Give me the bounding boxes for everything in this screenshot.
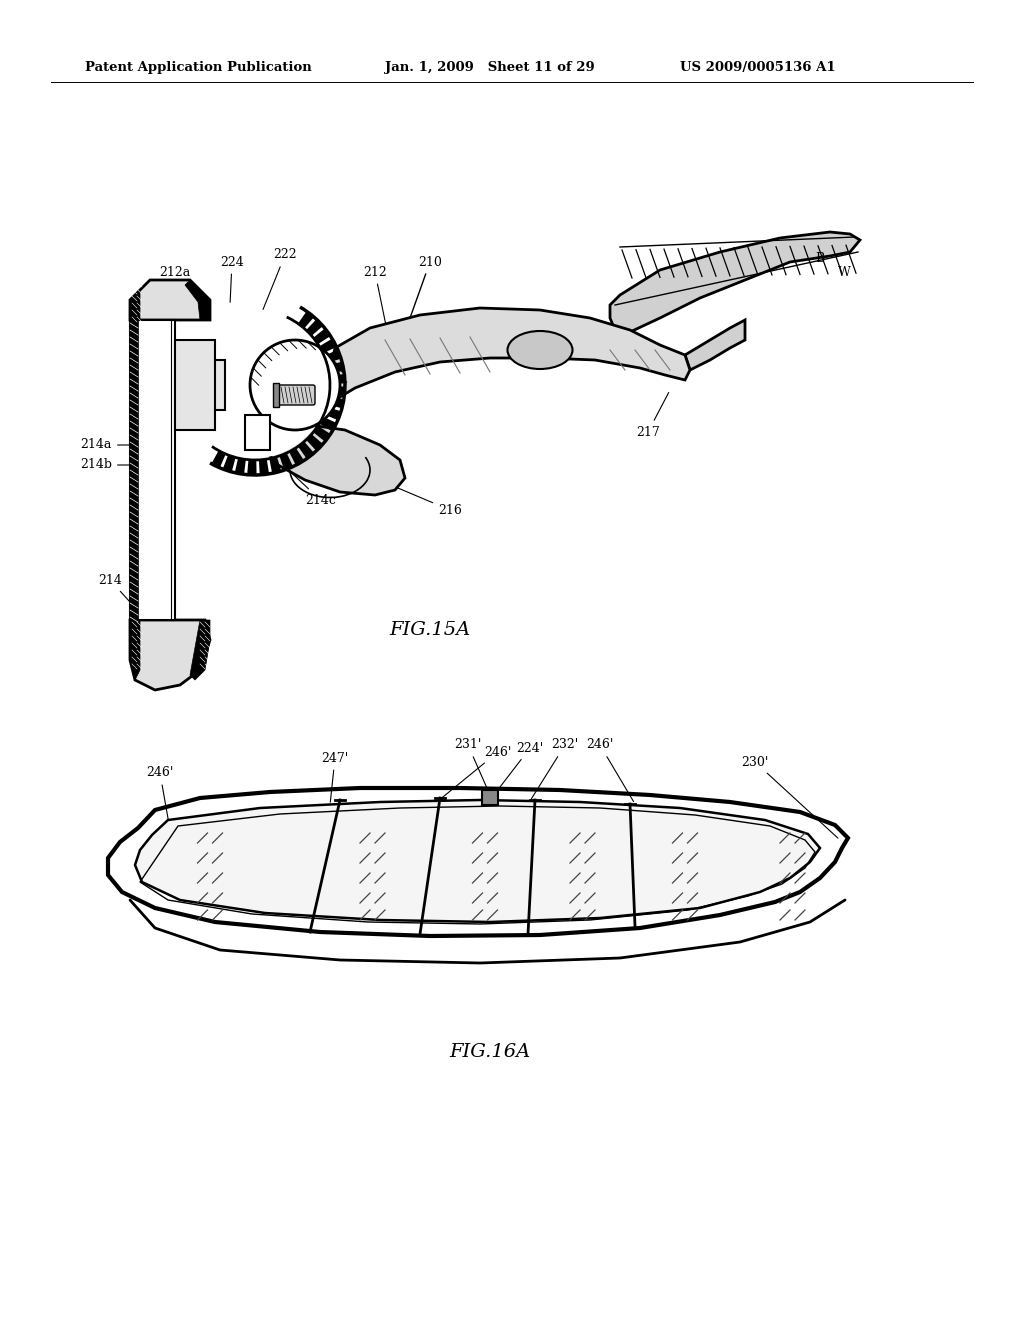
Text: 217: 217	[636, 392, 669, 438]
Text: FIG.15A: FIG.15A	[389, 620, 471, 639]
Polygon shape	[263, 425, 406, 495]
Polygon shape	[330, 374, 345, 384]
Ellipse shape	[508, 331, 572, 370]
Polygon shape	[130, 290, 140, 319]
Text: W: W	[838, 265, 851, 279]
Text: 246': 246'	[440, 746, 512, 799]
Polygon shape	[108, 788, 848, 936]
Polygon shape	[130, 280, 210, 319]
Text: 232': 232'	[531, 738, 579, 799]
Polygon shape	[175, 341, 225, 430]
Polygon shape	[273, 383, 279, 407]
Polygon shape	[259, 459, 269, 475]
Text: B: B	[815, 252, 824, 264]
Text: 224: 224	[220, 256, 244, 302]
Polygon shape	[211, 450, 225, 467]
Text: 216: 216	[364, 473, 462, 516]
Text: 212a: 212a	[160, 265, 190, 305]
Polygon shape	[330, 387, 345, 396]
Polygon shape	[223, 455, 236, 473]
Polygon shape	[185, 280, 210, 319]
Polygon shape	[313, 329, 331, 345]
Polygon shape	[324, 350, 341, 363]
Polygon shape	[269, 457, 282, 474]
Polygon shape	[324, 407, 341, 420]
FancyBboxPatch shape	[275, 385, 315, 405]
Polygon shape	[306, 434, 323, 451]
Text: FIG.16A: FIG.16A	[450, 1043, 530, 1061]
Text: 231': 231'	[455, 738, 488, 792]
Polygon shape	[328, 362, 344, 374]
Text: Patent Application Publication: Patent Application Publication	[85, 62, 311, 74]
Polygon shape	[247, 459, 257, 475]
Polygon shape	[328, 397, 344, 408]
Text: 214: 214	[98, 573, 158, 632]
Polygon shape	[306, 319, 323, 335]
Text: 246': 246'	[587, 738, 634, 801]
Text: 212: 212	[364, 265, 389, 342]
Polygon shape	[130, 620, 210, 690]
Text: 246': 246'	[146, 767, 174, 855]
Polygon shape	[610, 232, 860, 333]
Polygon shape	[130, 319, 175, 620]
Circle shape	[250, 341, 340, 430]
Polygon shape	[245, 414, 270, 450]
Polygon shape	[313, 426, 331, 442]
Polygon shape	[298, 312, 314, 329]
Polygon shape	[280, 453, 293, 470]
Text: 222: 222	[263, 248, 297, 309]
Text: Jan. 1, 2009   Sheet 11 of 29: Jan. 1, 2009 Sheet 11 of 29	[385, 62, 595, 74]
Polygon shape	[298, 442, 314, 459]
Polygon shape	[319, 339, 337, 354]
Text: 230': 230'	[741, 755, 838, 838]
Text: US 2009/0005136 A1: US 2009/0005136 A1	[680, 62, 836, 74]
Polygon shape	[130, 319, 138, 620]
Polygon shape	[190, 620, 210, 680]
Polygon shape	[135, 800, 820, 921]
Polygon shape	[319, 417, 337, 432]
Text: 210: 210	[396, 256, 442, 356]
Text: 224': 224'	[492, 742, 544, 797]
Polygon shape	[482, 789, 498, 805]
Text: 214c: 214c	[267, 450, 336, 507]
Text: 247': 247'	[322, 751, 348, 803]
Wedge shape	[213, 319, 328, 458]
Polygon shape	[289, 447, 304, 465]
Polygon shape	[328, 308, 690, 400]
Text: 214b: 214b	[80, 458, 172, 471]
Polygon shape	[685, 319, 745, 370]
Text: 214a: 214a	[81, 438, 172, 451]
Polygon shape	[234, 458, 246, 474]
Polygon shape	[130, 620, 140, 680]
